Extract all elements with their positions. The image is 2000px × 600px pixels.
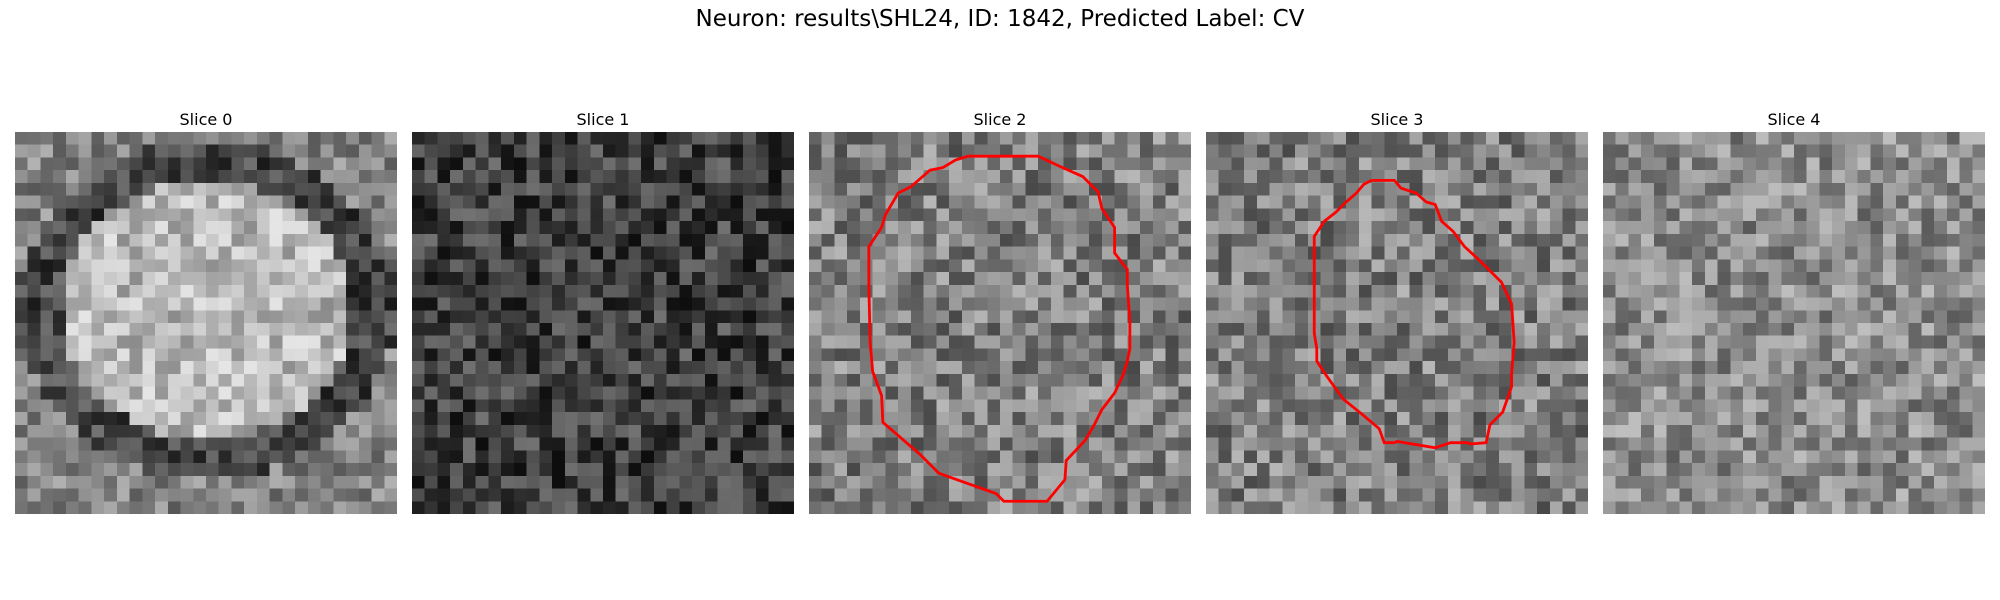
slice-image-2 <box>809 132 1191 514</box>
slice-panel-4: Slice 4 <box>1603 108 1985 514</box>
roi-outline-3 <box>1312 178 1516 450</box>
slice-title-0: Slice 0 <box>179 110 233 129</box>
figure-title: Neuron: results\SHL24, ID: 1842, Predict… <box>695 6 1305 32</box>
slice-title-4: Slice 4 <box>1767 110 1821 129</box>
slice-panel-3: Slice 3 <box>1206 108 1588 514</box>
slice-image-4 <box>1603 132 1985 514</box>
slice-image-1 <box>412 132 794 514</box>
slice-image-3 <box>1206 132 1588 514</box>
slice-panel-2: Slice 2 <box>809 108 1191 514</box>
roi-outline-2 <box>867 154 1132 503</box>
slice-title-3: Slice 3 <box>1370 110 1424 129</box>
slice-title-2: Slice 2 <box>973 110 1027 129</box>
slice-image-0 <box>15 132 397 514</box>
slice-title-1: Slice 1 <box>576 110 630 129</box>
slice-panel-1: Slice 1 <box>412 108 794 514</box>
slice-panel-0: Slice 0 <box>15 108 397 514</box>
